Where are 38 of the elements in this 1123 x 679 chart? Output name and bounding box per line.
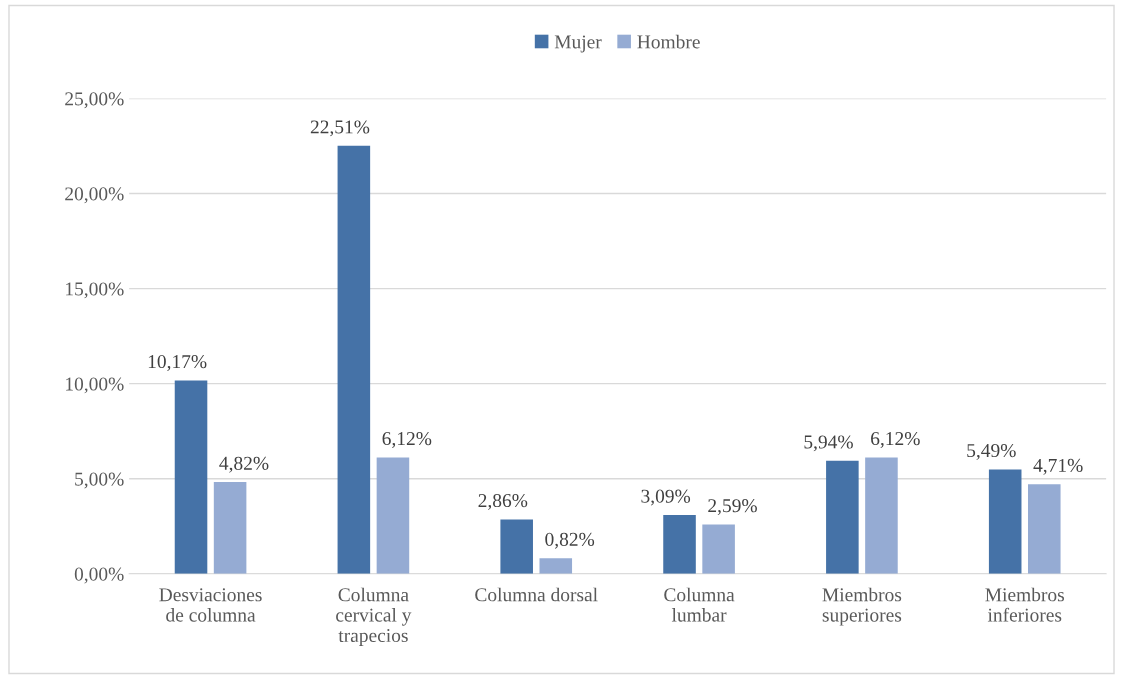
bar	[376, 457, 410, 574]
bar	[539, 558, 573, 574]
bar	[1027, 484, 1061, 574]
data-label: 5,49%	[967, 443, 1016, 460]
y-tick-label: 20,00%	[65, 187, 124, 204]
data-label: 10,17%	[148, 355, 207, 371]
data-label: 3,09%	[641, 489, 691, 506]
x-tick-label: Columna cervical y trapecios	[336, 587, 412, 646]
x-tick-label: Miembros inferiores	[985, 587, 1064, 622]
y-tick-label: 10,00%	[66, 377, 124, 394]
bar	[826, 460, 859, 574]
legend-label: Hombre	[637, 34, 700, 49]
data-label: 6,12%	[871, 432, 920, 448]
data-label: 6,12%	[382, 432, 432, 448]
data-label: 2,86%	[478, 493, 528, 510]
x-tick-label: Columna lumbar	[664, 587, 735, 622]
bar	[865, 457, 898, 574]
bar	[337, 145, 371, 574]
y-tick-label: 25,00%	[65, 92, 124, 109]
data-label: 5,94%	[804, 435, 853, 452]
y-tick-label: 0,00%	[74, 567, 124, 584]
bar	[213, 482, 247, 574]
bar	[663, 515, 696, 574]
data-label: 2,59%	[708, 499, 757, 516]
bar	[500, 519, 533, 574]
y-tick-label: 5,00%	[75, 472, 124, 489]
x-tick-label: Miembros superiores	[822, 587, 902, 626]
x-tick-label: Desviaciones de columna	[159, 588, 262, 622]
bar	[702, 524, 735, 574]
data-label: 4,82%	[219, 456, 269, 473]
data-label: 22,51%	[310, 120, 370, 137]
bar	[988, 469, 1022, 574]
bar	[174, 380, 208, 574]
y-tick-label: 15,00%	[66, 282, 124, 299]
data-label: 0,82%	[545, 532, 595, 549]
data-label: 4,71%	[1033, 458, 1083, 475]
legend-label: Mujer	[554, 35, 602, 53]
x-tick-label: Columna dorsal	[475, 587, 598, 602]
